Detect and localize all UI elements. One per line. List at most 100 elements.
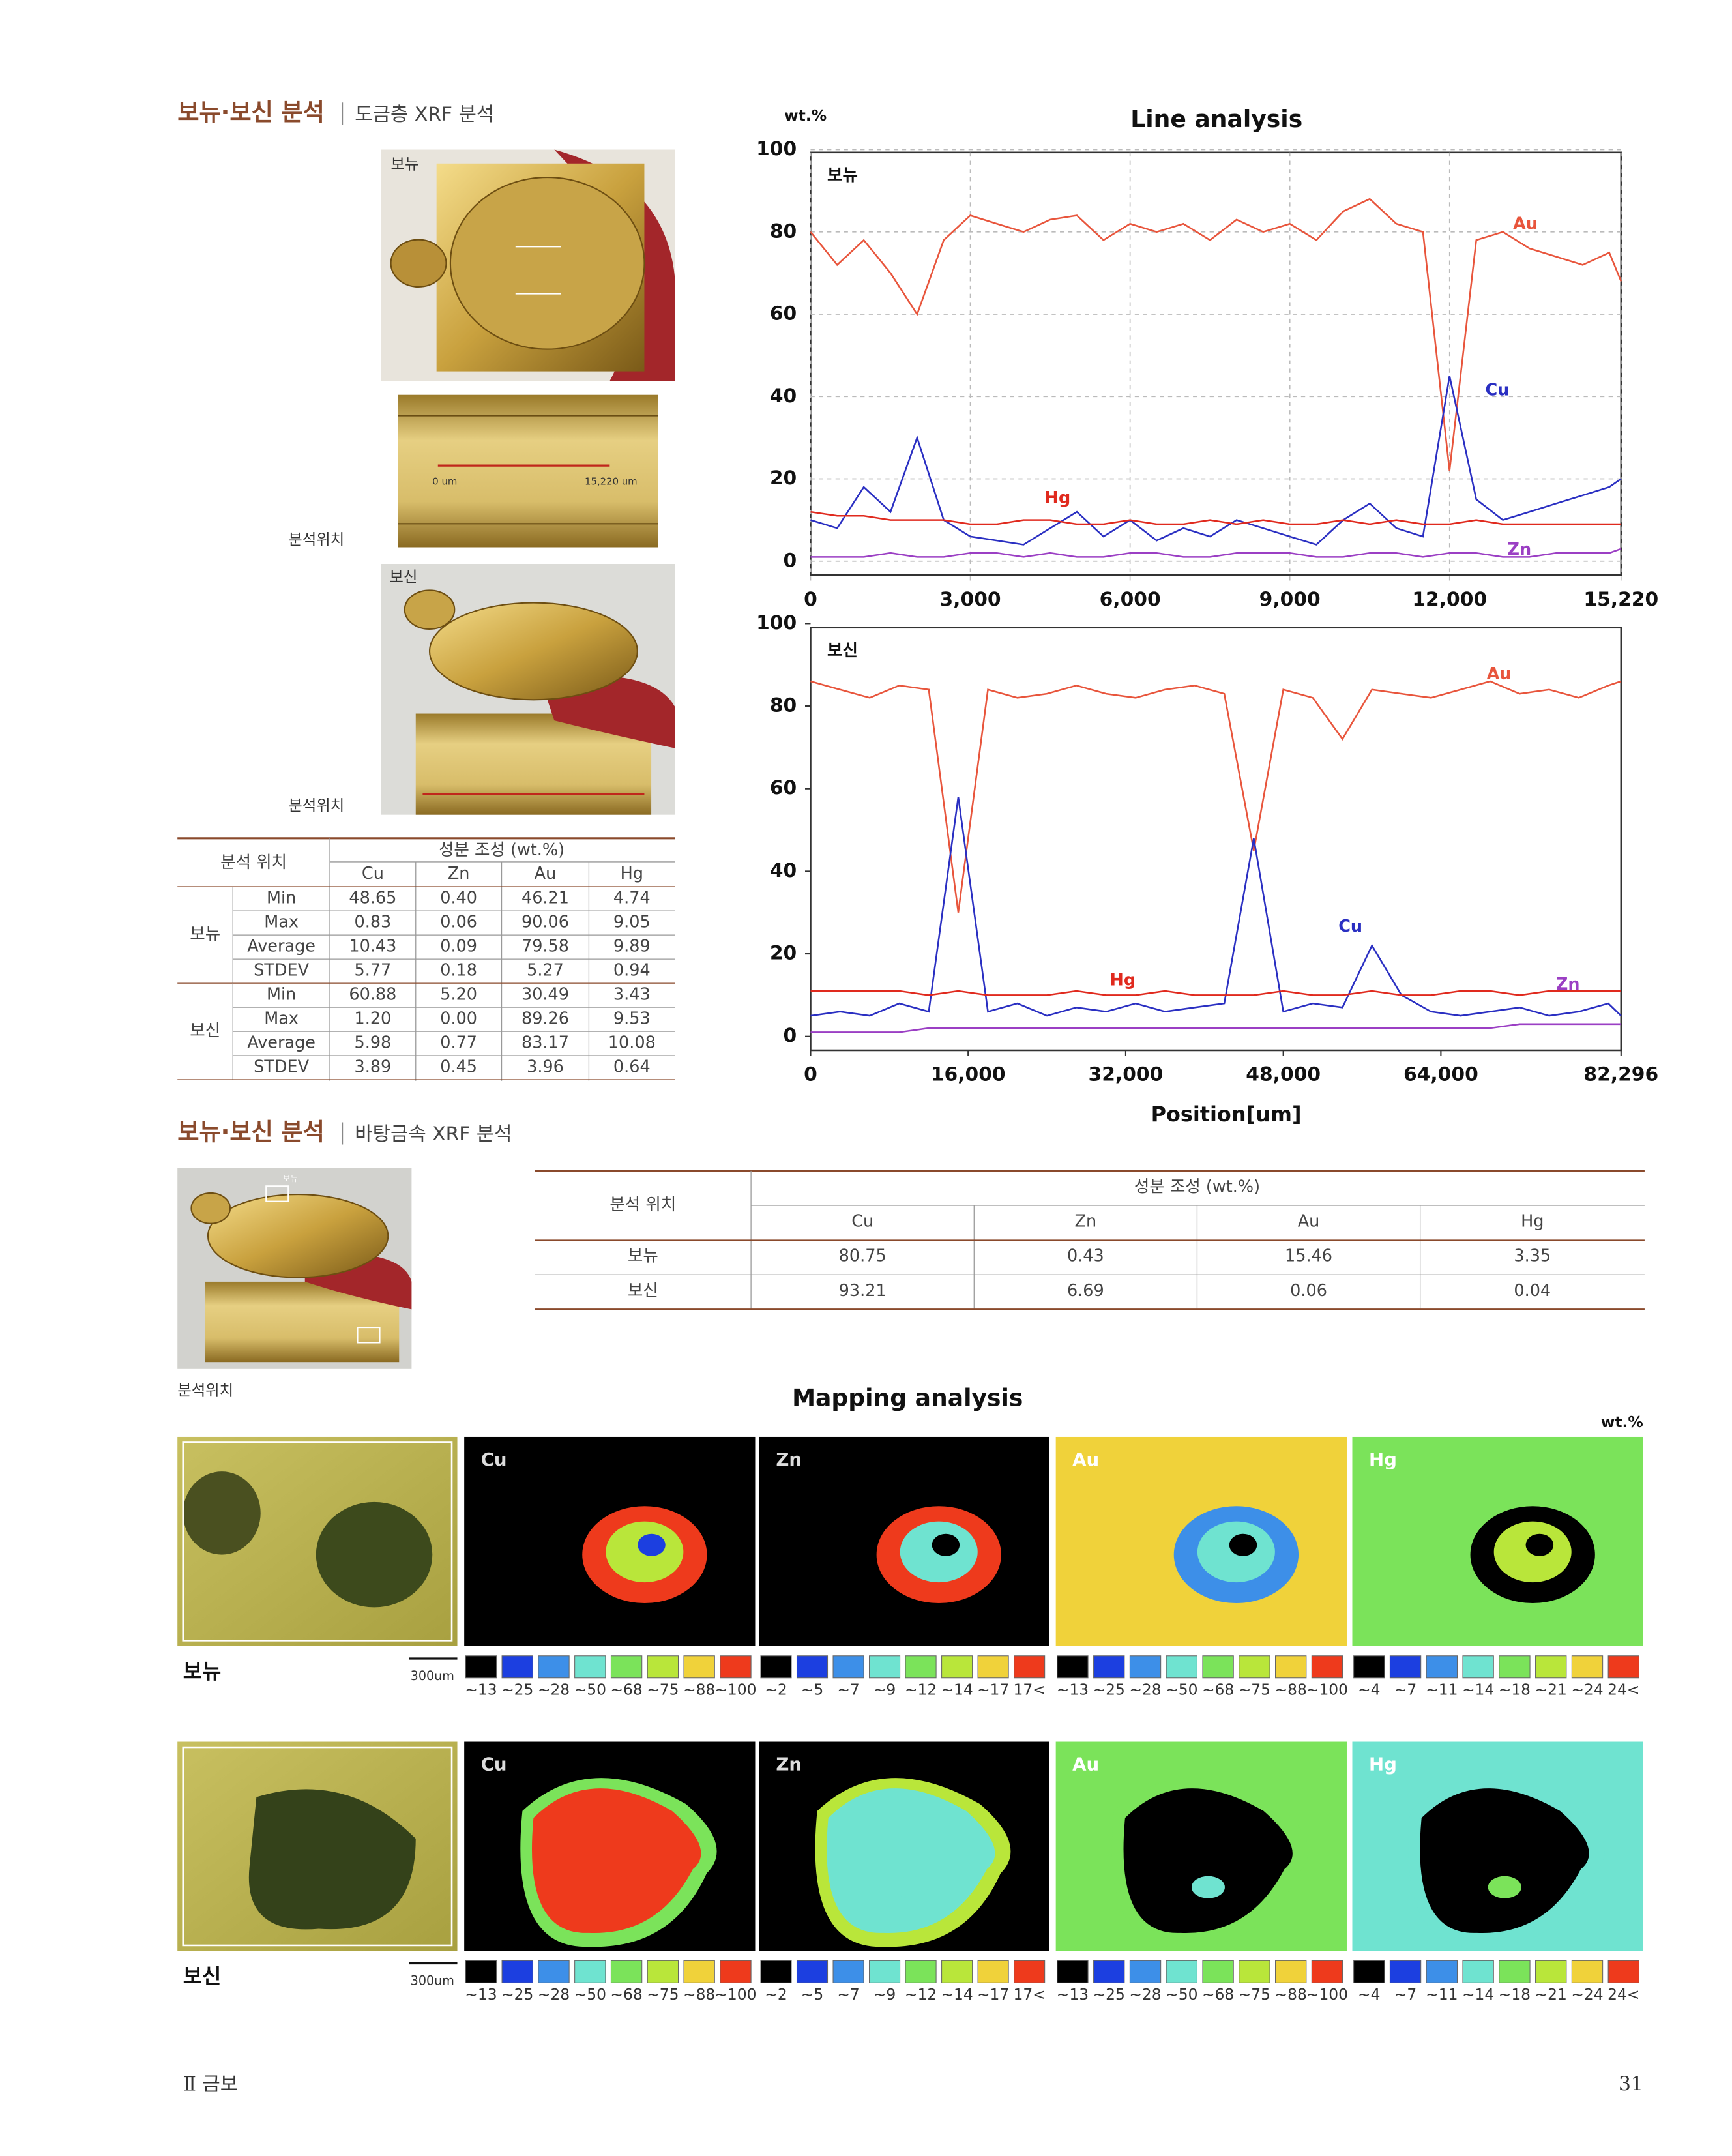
map-region <box>531 1788 701 1933</box>
position-label: 분석위치 <box>177 1381 233 1399</box>
colorbar-swatch <box>1499 1655 1531 1679</box>
colorbar-swatch <box>1202 1960 1234 1983</box>
colorbar-label: ~13 <box>465 1985 497 2003</box>
table-header: Zn <box>1075 1212 1097 1232</box>
position-label: 분석위치 <box>288 796 344 814</box>
table-header: 성분 조성 (wt.%) <box>1134 1177 1260 1196</box>
table-header: 성분 조성 (wt.%) <box>439 840 565 860</box>
colorbar-swatch <box>465 1655 497 1679</box>
table-cell: 48.65 <box>349 889 396 908</box>
colorbar-swatch <box>1311 1655 1343 1679</box>
table-cell: 0.77 <box>440 1033 477 1053</box>
colorbar-swatch <box>832 1960 864 1983</box>
x-tick-label: 64,000 <box>1403 1063 1478 1086</box>
panel-label: 보뉴 <box>827 166 858 185</box>
micro-photo-frame <box>182 1746 453 1947</box>
footer-chapter: Ⅱ 금보 <box>183 2073 238 2096</box>
colorbar-swatch <box>1014 1655 1046 1679</box>
x-tick-label: 0 <box>804 1063 817 1086</box>
colorbar-label: ~25 <box>1093 1680 1125 1698</box>
table-cell: 0.45 <box>440 1057 477 1077</box>
colorbar-swatch <box>1571 1960 1604 1983</box>
colorbar-label: ~14 <box>1462 1680 1494 1698</box>
y-unit: wt.% <box>784 106 827 125</box>
map-region <box>638 1533 666 1556</box>
map-region <box>1191 1876 1225 1898</box>
colorbar-label: ~68 <box>610 1985 642 2003</box>
colorbar-swatch <box>869 1960 901 1983</box>
table-header: Au <box>1298 1212 1320 1232</box>
colorbar-swatch <box>905 1655 937 1679</box>
table: 분석 위치 성분 조성 (wt.%) Cu Zn Au Hg 보뉴 Min 48.65 0.40 4… <box>177 837 675 1081</box>
line-charts: Line analysis wt.% 0 20 40 60 80 100 0 3,000 6,000… <box>756 105 1658 1127</box>
colorbar-label: 24< <box>1607 1985 1639 2003</box>
table-cell: 0.04 <box>1514 1281 1551 1301</box>
colorbar-swatch <box>832 1655 864 1679</box>
map-region <box>932 1533 960 1556</box>
colorbar-label: ~4 <box>1358 1680 1380 1698</box>
colorbar-swatch <box>1607 1960 1639 1983</box>
element-label: Hg <box>1369 1754 1397 1775</box>
element-label: Au <box>1072 1754 1099 1775</box>
section-subtitle: 바탕금속 XRF 분석 <box>355 1123 512 1145</box>
series-label: Hg <box>1110 971 1136 990</box>
y-tick-label: 20 <box>770 942 797 965</box>
colorbar-label: ~28 <box>1129 1985 1161 2003</box>
table-cell: 3.89 <box>354 1057 391 1077</box>
panel-label: 보신 <box>827 641 858 660</box>
colorbar-swatch <box>1389 1655 1422 1679</box>
colorbar-label: ~50 <box>1166 1985 1197 2003</box>
colorbar-label: ~7 <box>1394 1985 1416 2003</box>
colorbar-label: ~100 <box>714 1985 756 2003</box>
x-tick-label: 0 <box>804 588 817 611</box>
colorbar-swatch <box>1353 1960 1385 1983</box>
table-cell: 9.89 <box>613 937 651 956</box>
series-label: Au <box>1513 214 1538 233</box>
sample-name: 보신 <box>183 1964 222 1988</box>
colorbar-swatch <box>647 1960 679 1983</box>
colorbar-label: 17< <box>1014 1680 1046 1698</box>
colorbar-label: ~24 <box>1571 1985 1603 2003</box>
table-cell: 6.69 <box>1067 1281 1104 1301</box>
colorbar-label: ~88 <box>1275 1985 1307 2003</box>
colorbar-label: ~75 <box>1239 1985 1270 2003</box>
x-tick-label: 6,000 <box>1100 588 1161 611</box>
colorbar-label: ~2 <box>765 1985 787 2003</box>
colorbar-swatch <box>1353 1655 1385 1679</box>
photo-label: 보뉴 <box>391 155 419 173</box>
colorbar-swatch <box>1202 1655 1234 1679</box>
element-label: Cu <box>481 1449 507 1470</box>
colorbar-swatch <box>1426 1960 1458 1983</box>
colorbar-swatch <box>977 1960 1009 1983</box>
map-region <box>827 1788 995 1933</box>
colorbar-swatch <box>1166 1960 1197 1983</box>
table-cell: 0.43 <box>1067 1247 1104 1266</box>
map-region <box>1525 1533 1554 1556</box>
table-cell: 9.53 <box>613 1009 651 1029</box>
x-tick-label: 15,220 <box>1583 588 1658 611</box>
colorbar-swatch <box>1311 1960 1343 1983</box>
table-cell: 60.88 <box>349 985 396 1005</box>
photo-top: 보뉴 <box>381 149 675 381</box>
x-tick-label: 32,000 <box>1089 1063 1164 1086</box>
colorbar-swatch <box>796 1960 829 1983</box>
plot-frame <box>810 627 1622 1052</box>
colorbar-label: ~28 <box>1129 1680 1161 1698</box>
table-cell: 0.09 <box>440 937 477 956</box>
table-stat: Average <box>247 937 316 956</box>
colorbar-swatch <box>1093 1960 1125 1983</box>
colorbar-swatch <box>941 1960 973 1983</box>
colorbar-label: ~75 <box>647 1985 679 2003</box>
colorbar-swatch <box>1057 1655 1089 1679</box>
colorbar-swatch <box>1057 1960 1089 1983</box>
colorbar-swatch <box>760 1960 792 1983</box>
colorbar-label: ~13 <box>1057 1985 1089 2003</box>
data-line <box>810 990 1621 996</box>
colorbar-label: ~50 <box>574 1680 606 1698</box>
x-tick-label: 48,000 <box>1246 1063 1321 1086</box>
colorbar-label: ~68 <box>1202 1680 1234 1698</box>
scale-label: 0 um <box>432 476 457 488</box>
series-label: Cu <box>1338 917 1362 936</box>
table-cell: 90.06 <box>521 913 569 932</box>
colorbar-label: 17< <box>1014 1985 1046 2003</box>
